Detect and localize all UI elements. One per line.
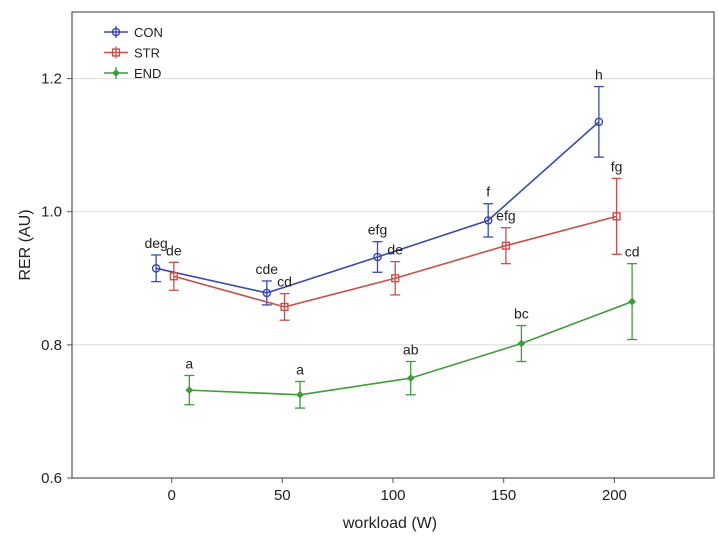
y-tick-label: 1.0 <box>41 204 62 221</box>
data-point <box>517 339 526 348</box>
gridlines <box>72 78 714 346</box>
significance-label: deg <box>144 235 167 251</box>
data-point <box>151 263 161 273</box>
significance-label: efg <box>496 208 515 224</box>
data-point <box>628 297 636 306</box>
data-point <box>169 272 178 281</box>
significance-label: a <box>185 355 193 371</box>
x-tick-label: 200 <box>602 487 627 504</box>
significance-label: cde <box>256 261 279 277</box>
significance-label: cd <box>277 274 292 290</box>
data-point <box>391 274 400 283</box>
x-tick-label: 100 <box>380 487 405 504</box>
data-point <box>185 386 194 395</box>
significance-label: h <box>595 67 603 83</box>
y-tick-label: 0.8 <box>41 337 62 354</box>
data-point <box>483 216 493 225</box>
legend-label: STR <box>134 46 160 61</box>
significance-label: a <box>296 361 304 377</box>
legend-marker <box>112 69 120 77</box>
significance-label: bc <box>514 306 529 322</box>
legend-entry-str: STR <box>104 46 160 61</box>
data-point <box>262 288 272 298</box>
series-end: a a ab bc cd <box>184 244 640 409</box>
x-axis-title: workload (W) <box>342 515 437 532</box>
y-tick-label: 1.2 <box>41 71 62 88</box>
x-tick-label: 50 <box>274 487 291 504</box>
legend-entry-end: END <box>104 66 161 81</box>
data-point <box>612 212 621 221</box>
legend-label: END <box>134 66 161 81</box>
legend: CON STR END <box>104 25 163 81</box>
data-point <box>280 302 289 312</box>
x-tick-label: 150 <box>491 487 516 504</box>
y-tick-label: 0.6 <box>41 470 62 487</box>
significance-label: ab <box>403 342 419 358</box>
legend-entry-con: CON <box>104 25 163 40</box>
data-point <box>406 374 415 383</box>
significance-label: efg <box>368 222 387 238</box>
legend-label: CON <box>134 25 163 40</box>
significance-label: fg <box>611 158 623 174</box>
legend-marker <box>111 48 121 57</box>
significance-label: de <box>166 242 182 258</box>
x-tick-label: 0 <box>167 487 175 504</box>
y-axis-title: RER (AU) <box>17 209 34 280</box>
legend-marker <box>111 27 121 37</box>
data-point <box>296 390 304 399</box>
significance-label: de <box>387 242 403 258</box>
data-point <box>594 117 604 127</box>
data-point <box>501 241 511 250</box>
data-point <box>373 252 382 262</box>
axes: 0.6 0.8 1.0 1.2 0 50 100 150 200 <box>41 71 627 504</box>
significance-label: f <box>486 184 490 200</box>
significance-label: cd <box>625 244 640 260</box>
